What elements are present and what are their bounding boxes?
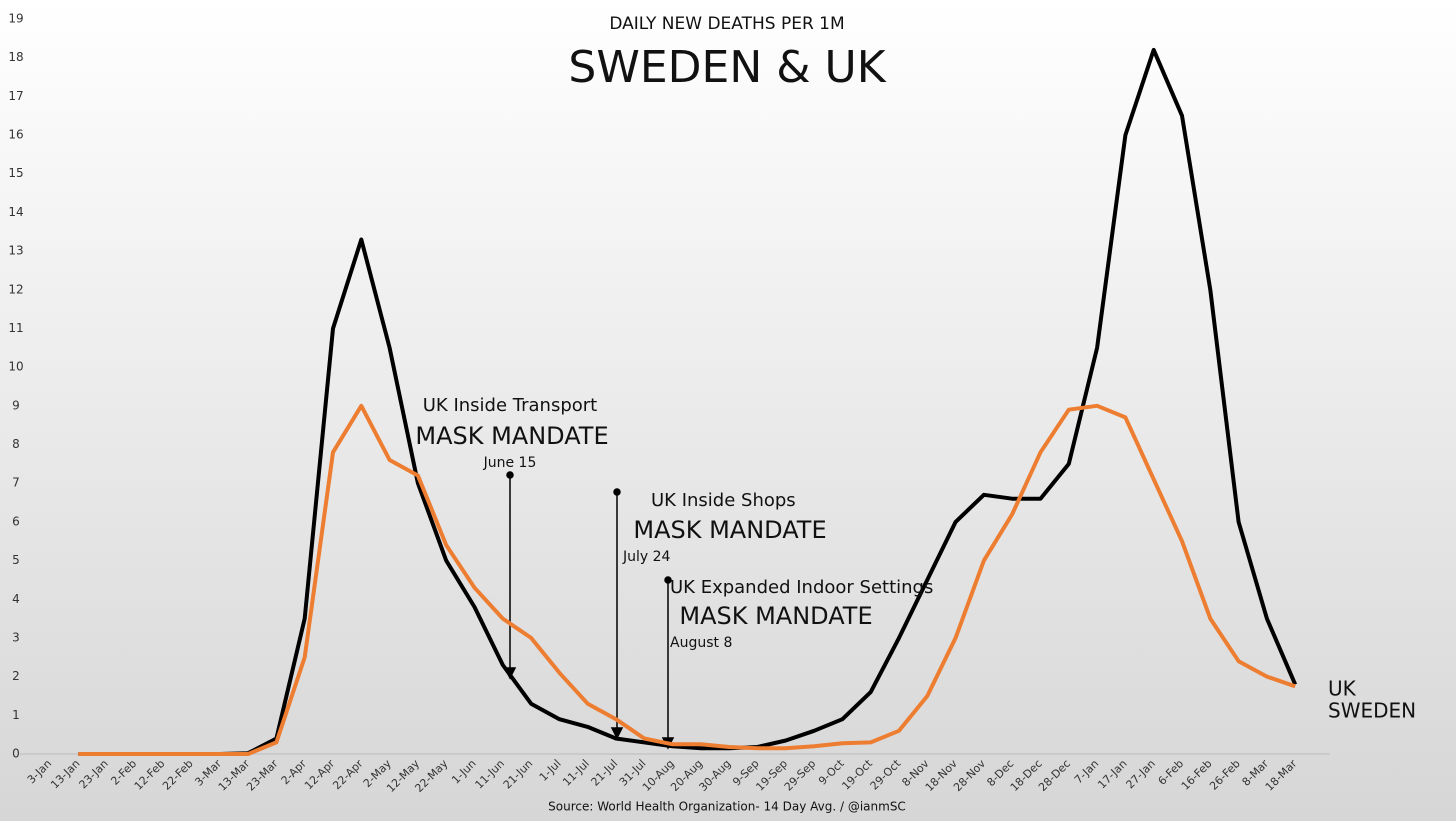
y-tick-label: 15: [8, 166, 23, 180]
y-tick-label: 9: [12, 398, 20, 412]
chart-subtitle: DAILY NEW DEATHS PER 1M: [609, 14, 844, 34]
annotation-text: UK Inside Shops: [651, 490, 796, 511]
series-label: UK: [1328, 677, 1357, 701]
y-tick-label: 14: [8, 205, 23, 219]
arrow-dot: [664, 576, 672, 584]
source-note: Source: World Health Organization- 14 Da…: [548, 800, 906, 814]
y-tick-label: 1: [12, 708, 20, 722]
y-tick-label: 7: [12, 476, 20, 490]
y-tick-label: 11: [8, 321, 23, 335]
annotation-label: MASK MANDATE: [633, 516, 826, 544]
annotation-date: June 15: [483, 455, 537, 471]
y-tick-label: 16: [8, 128, 23, 142]
y-tick-label: 10: [8, 360, 23, 374]
y-tick-label: 13: [8, 244, 23, 258]
arrow-dot: [506, 471, 514, 479]
annotation-text: UK Expanded Indoor Settings: [670, 577, 933, 598]
y-tick-label: 4: [12, 592, 20, 606]
annotation-date: July 24: [622, 549, 671, 565]
y-tick-label: 17: [8, 89, 23, 103]
y-tick-label: 3: [12, 630, 20, 644]
arrow-dot: [613, 488, 621, 496]
series-label: SWEDEN: [1328, 699, 1416, 723]
series-line: [78, 403, 1296, 756]
annotation-text: UK Inside Transport: [423, 395, 597, 416]
annotation-label: MASK MANDATE: [679, 602, 872, 630]
annotation-label: MASK MANDATE: [415, 422, 608, 450]
chart-title: SWEDEN & UK: [568, 42, 886, 93]
y-tick-label: 6: [12, 514, 20, 528]
arrow-head: [610, 727, 624, 740]
y-tick-label: 2: [12, 669, 20, 683]
y-tick-label: 18: [8, 50, 23, 64]
y-tick-label: 0: [12, 747, 20, 761]
series-line: [78, 47, 1298, 756]
y-tick-label: 12: [8, 282, 23, 296]
y-tick-label: 5: [12, 553, 20, 567]
annotation-date: August 8: [670, 635, 732, 651]
y-tick-label: 8: [12, 437, 20, 451]
y-tick-label: 19: [8, 12, 23, 26]
